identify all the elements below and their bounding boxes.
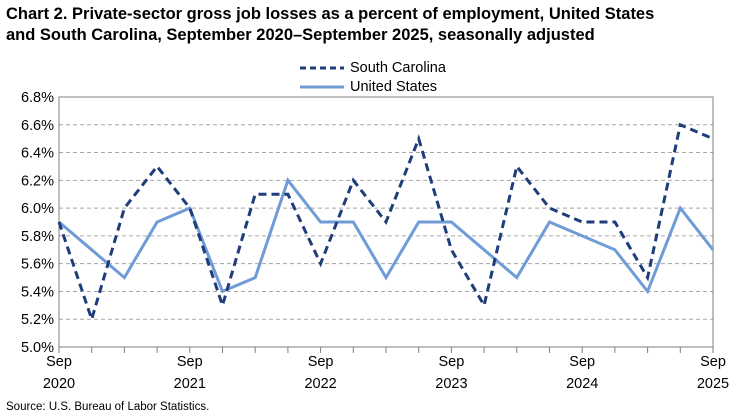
legend-label-south-carolina: South Carolina (350, 59, 446, 76)
y-tick-label: 6.8% (21, 90, 54, 106)
series-line-south-carolina (57, 122, 714, 325)
y-tick-label: 5.4% (21, 284, 54, 300)
legend-item-united-states: United States (300, 77, 446, 96)
y-tick-label: 6.4% (21, 146, 54, 162)
x-tick-label-month: Sep (569, 354, 595, 370)
x-tick-label-year: 2025 (697, 376, 729, 392)
y-tick-label: 6.6% (21, 118, 54, 134)
y-tick-label: 6.2% (21, 173, 54, 189)
source-note: Source: U.S. Bureau of Labor Statistics. (6, 401, 210, 413)
y-tick-label: 5.8% (21, 229, 54, 245)
legend-swatch-south-carolina (300, 66, 344, 69)
y-tick-label: 5.6% (21, 257, 54, 273)
x-tick-label-month: Sep (700, 354, 726, 370)
y-tick-label: 5.0% (21, 340, 54, 356)
legend-item-south-carolina: South Carolina (300, 58, 446, 77)
x-tick-label-month: Sep (177, 354, 203, 370)
legend-label-united-states: United States (350, 78, 438, 95)
x-tick-label-month: Sep (438, 354, 464, 370)
x-tick-label-year: 2020 (43, 376, 75, 392)
x-tick-label-year: 2022 (304, 376, 336, 392)
x-tick-label-month: Sep (46, 354, 72, 370)
x-tick-label-month: Sep (308, 354, 334, 370)
legend: South Carolina United States (300, 58, 446, 96)
chart-title-line2: and South Carolina, September 2020–Septe… (6, 26, 595, 44)
x-tick-label-year: 2023 (435, 376, 467, 392)
y-tick-label: 5.2% (21, 312, 54, 328)
x-tick-label-year: 2024 (566, 376, 598, 392)
legend-swatch-united-states (300, 85, 344, 88)
chart-title: Chart 2. Private-sector gross job losses… (6, 4, 746, 46)
x-tick-label-year: 2021 (174, 376, 206, 392)
series-line-united-states (58, 177, 715, 295)
y-tick-label: 6.0% (21, 201, 54, 217)
chart-title-line1: Chart 2. Private-sector gross job losses… (6, 5, 655, 23)
